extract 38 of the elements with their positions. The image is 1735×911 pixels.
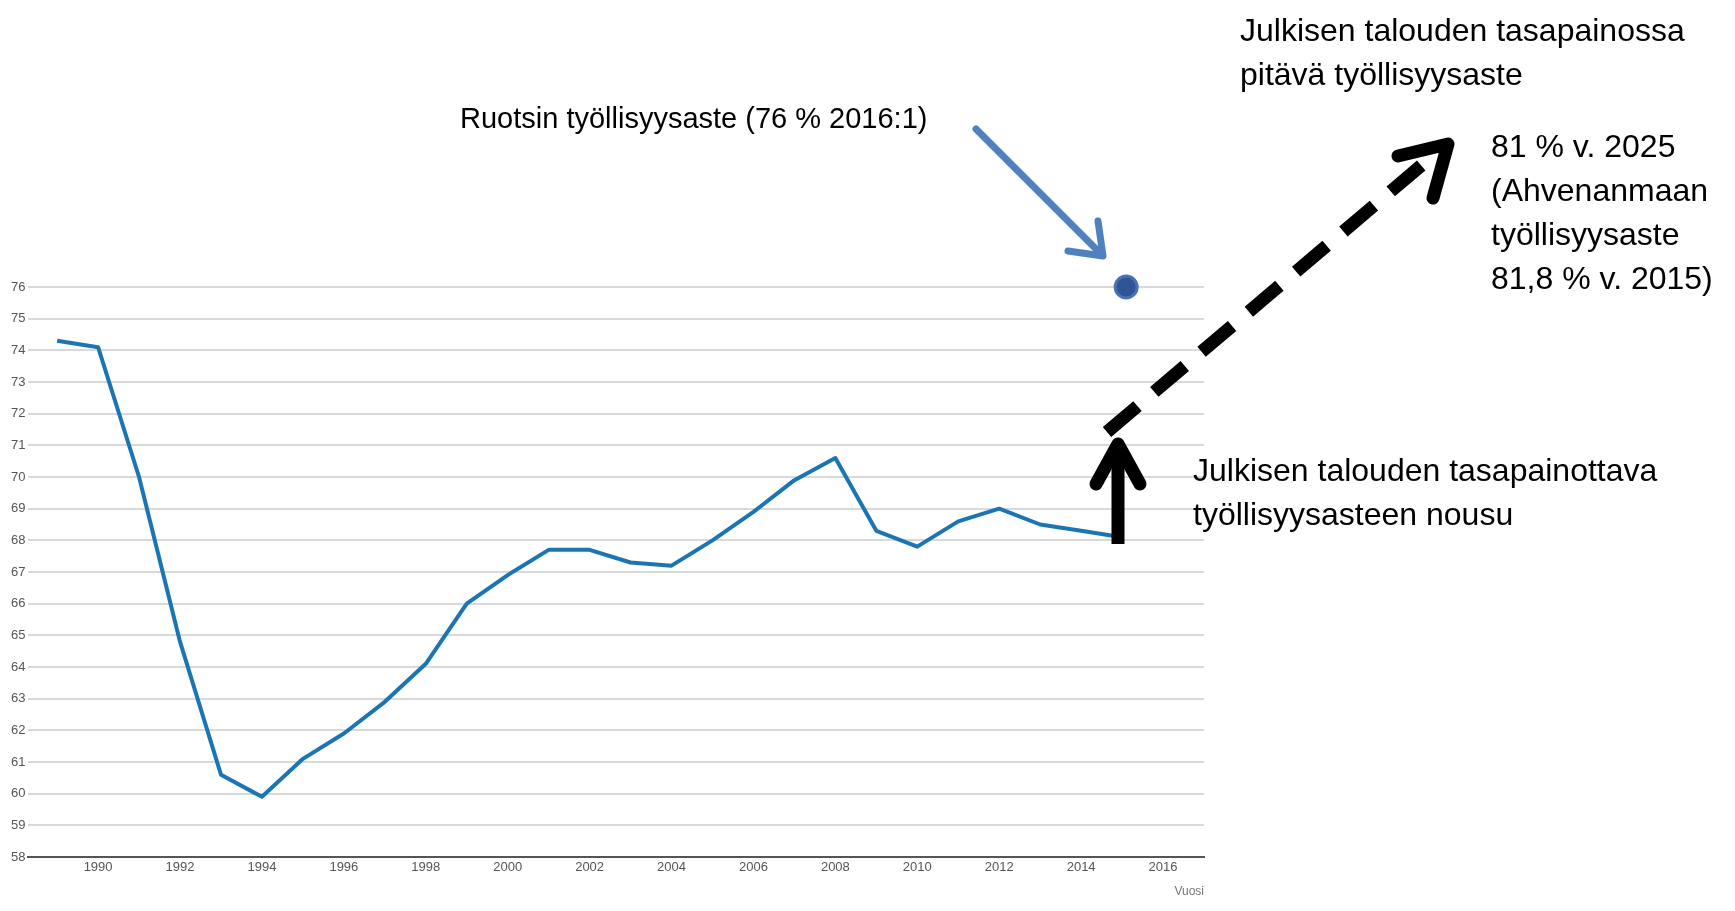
y-tick-label: 76: [10, 278, 26, 294]
y-tick-label: 61: [10, 753, 26, 769]
y-tick-label: 69: [10, 500, 26, 516]
x-tick-label: 2010: [902, 859, 932, 875]
y-tick-label: 60: [10, 785, 26, 801]
y-tick-label: 68: [10, 531, 26, 547]
y-tick-label: 74: [10, 341, 26, 357]
x-tick-label: 2012: [984, 859, 1014, 875]
x-tick-label: 2002: [575, 859, 605, 875]
x-tick-label: 2006: [738, 859, 768, 875]
x-axis-title: Vuosi: [1174, 884, 1204, 899]
x-tick-label: 1992: [165, 859, 195, 875]
y-tick-label: 59: [10, 816, 26, 832]
x-tick-label: 1996: [329, 859, 359, 875]
y-tick-label: 73: [10, 373, 26, 389]
x-tick-label: 2004: [657, 859, 686, 875]
y-tick-label: 58: [10, 848, 26, 864]
text: Julkisen talouden tasapainossa pitävä työllisyysaste: [1240, 11, 1685, 94]
y-tick-label: 65: [10, 626, 26, 642]
y-tick-label: 63: [10, 690, 26, 706]
y-tick-label: 66: [10, 595, 26, 611]
y-tick-label: 62: [10, 721, 26, 737]
y-tick-label: 72: [10, 405, 26, 421]
x-tick-label: 2000: [493, 859, 523, 875]
text: Ruotsin työllisyysaste (76 % 2016:1): [460, 101, 928, 136]
text: 81 % v. 2025 (Ahvenanmaan työllisyysaste 81,8 % v. 2015): [1491, 127, 1713, 298]
annotation: Julkisen talouden tasapainottava työllisyysasteen nousu: [1193, 451, 1658, 534]
y-tick-label: 70: [10, 468, 26, 484]
x-tick-label: 1998: [411, 859, 441, 875]
x-tick-label: 1994: [247, 859, 277, 875]
x-tick-label: 2008: [820, 859, 850, 875]
x-tick-label: 1990: [83, 859, 113, 875]
y-tick-label: 75: [10, 310, 26, 326]
y-tick-label: 71: [10, 436, 26, 452]
x-tick-label: 2016: [1148, 859, 1178, 875]
x-tick-label: 2014: [1066, 859, 1096, 875]
y-tick-label: 67: [10, 563, 26, 579]
y-tick-label: 64: [10, 658, 26, 674]
